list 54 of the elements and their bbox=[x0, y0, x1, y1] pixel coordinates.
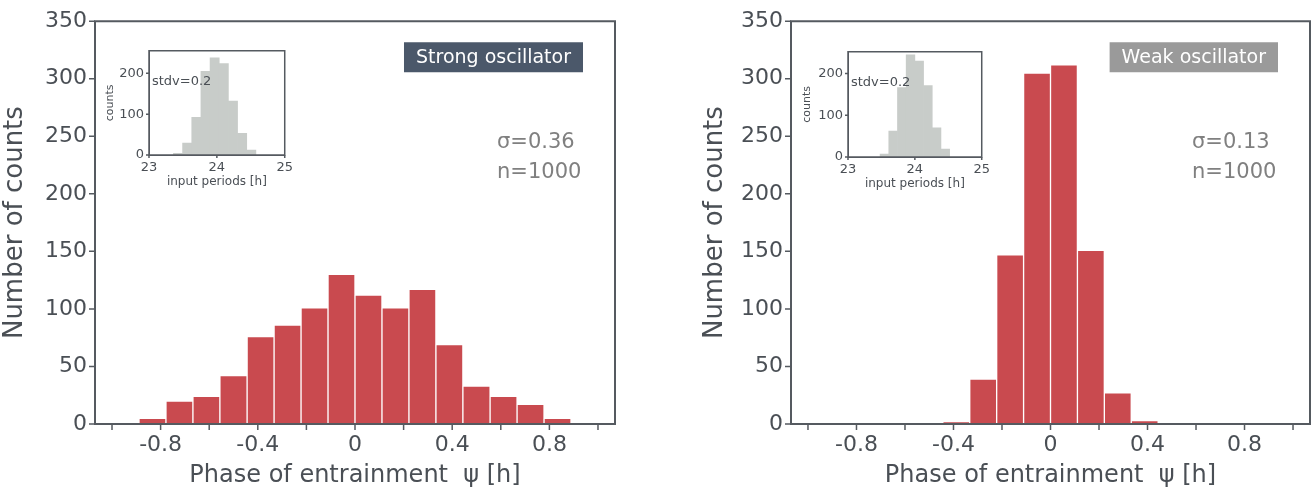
y-axis-title: counts bbox=[800, 85, 814, 123]
y-tick-label: 0 bbox=[834, 148, 843, 164]
y-tick-label: 300 bbox=[741, 64, 783, 90]
y-tick-label: 0 bbox=[135, 146, 144, 162]
y-tick-label: 0 bbox=[769, 409, 783, 435]
y-tick-label: 350 bbox=[45, 6, 87, 32]
x-tick-label: 0.4 bbox=[434, 430, 470, 456]
annotation: n=1000 bbox=[1192, 158, 1277, 183]
x-tick-label: 0 bbox=[1043, 430, 1058, 456]
x-tick-label: -0.8 bbox=[139, 430, 183, 456]
x-tick-label: -0.8 bbox=[835, 430, 878, 456]
x-tick-label: 25 bbox=[973, 161, 990, 177]
x-tick-label: 0 bbox=[348, 430, 362, 456]
y-axis-title: counts bbox=[103, 84, 117, 122]
x-tick-label: 24 bbox=[208, 159, 226, 175]
x-tick-label: -0.4 bbox=[932, 430, 975, 456]
y-tick-label: 350 bbox=[741, 6, 783, 32]
text: Weak oscillator bbox=[1121, 45, 1267, 68]
y-tick-label: 200 bbox=[741, 179, 783, 205]
x-axis-title: input periods [h] bbox=[864, 175, 965, 190]
y-tick-label: 100 bbox=[741, 294, 783, 320]
x-tick-label: 0.8 bbox=[1227, 430, 1263, 456]
y-tick-label: 100 bbox=[45, 294, 87, 320]
x-axis-title: Phase of entrainment ψ [h] bbox=[884, 459, 1217, 488]
y-tick-label: 0 bbox=[73, 409, 87, 435]
x-axis-title: input periods [h] bbox=[166, 173, 267, 188]
x-tick-label: 0.8 bbox=[531, 430, 567, 456]
y-axis-title: Number of counts bbox=[698, 106, 729, 340]
x-tick-label: 23 bbox=[839, 161, 857, 177]
y-tick-label: 150 bbox=[741, 237, 783, 263]
y-tick-label: 150 bbox=[45, 237, 87, 263]
y-tick-label: 300 bbox=[45, 64, 87, 90]
x-tick-label: 23 bbox=[140, 159, 158, 175]
y-tick-label: 100 bbox=[119, 105, 144, 121]
x-tick-label: 25 bbox=[276, 159, 293, 175]
x-tick-label: 0.4 bbox=[1130, 430, 1166, 456]
y-tick-label: 50 bbox=[59, 352, 87, 378]
y-tick-label: 200 bbox=[818, 64, 843, 80]
annotation: σ=0.13 bbox=[1192, 128, 1270, 153]
annotation: stdv=0.2 bbox=[152, 72, 212, 88]
annotation: stdv=0.2 bbox=[851, 73, 911, 89]
y-axis-title: Number of counts bbox=[0, 106, 29, 340]
y-tick-label: 200 bbox=[119, 64, 144, 80]
x-axis-title: Phase of entrainment ψ [h] bbox=[189, 459, 521, 488]
annotation: n=1000 bbox=[497, 158, 582, 183]
y-tick-label: 200 bbox=[45, 179, 87, 205]
annotation: σ=0.36 bbox=[497, 128, 575, 153]
x-tick-label: 24 bbox=[906, 161, 924, 177]
y-tick-label: 250 bbox=[45, 122, 87, 147]
text: Strong oscillator bbox=[415, 45, 572, 68]
x-tick-label: -0.4 bbox=[236, 430, 280, 456]
y-tick-label: 100 bbox=[818, 106, 843, 122]
y-tick-label: 50 bbox=[755, 352, 783, 378]
y-tick-label: 250 bbox=[741, 122, 783, 147]
